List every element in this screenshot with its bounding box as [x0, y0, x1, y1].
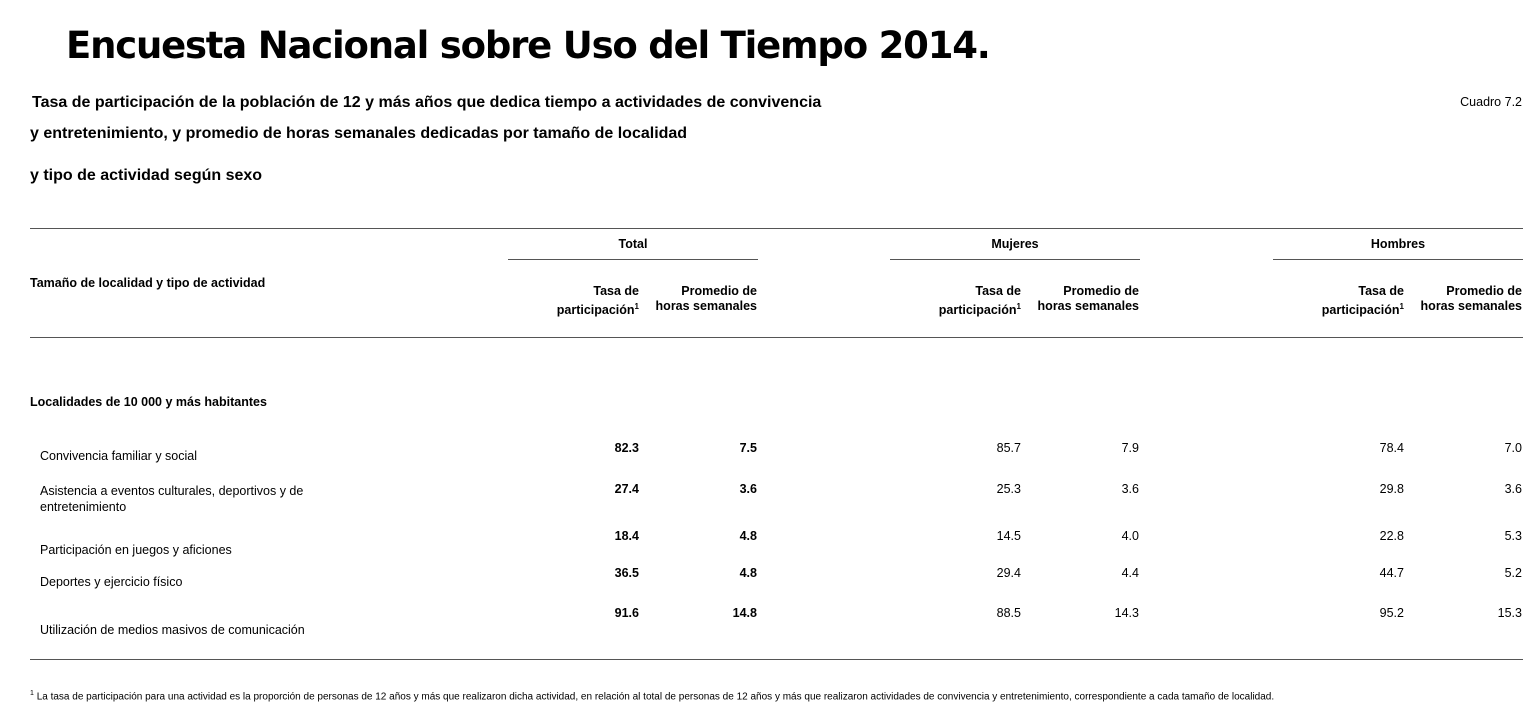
col-header-tasa-line2-wrap: participación1 — [540, 299, 639, 318]
row-label: Participación en juegos y aficiones — [40, 543, 232, 557]
cell-hombres-promedio: 7.0 — [1504, 441, 1522, 455]
cell-total-tasa: 36.5 — [614, 566, 639, 580]
cell-mujeres-promedio: 14.3 — [1114, 606, 1139, 620]
group-rule-mujeres — [890, 259, 1140, 260]
row-label: Asistencia a eventos culturales, deporti… — [40, 484, 304, 514]
col-header-promedio-line1: Promedio de — [1446, 284, 1522, 298]
footnote-ref: 1 — [1399, 302, 1404, 311]
footnote-text: La tasa de participación para una activi… — [36, 691, 1275, 703]
footnote-ref: 1 — [634, 302, 639, 311]
col-header-tasa-line1: Tasa de — [1358, 284, 1404, 298]
cell-hombres-tasa: 29.8 — [1379, 482, 1404, 496]
group-rule-hombres — [1273, 259, 1523, 260]
table-subtitle-line-3: y tipo de actividad según sexo — [30, 167, 263, 184]
group-header-mujeres: Mujeres — [991, 237, 1039, 251]
cell-total-promedio: 7.5 — [739, 441, 757, 455]
footnote-mark: 1 — [30, 690, 34, 697]
row-label: Deportes y ejercicio físico — [40, 575, 183, 589]
cell-mujeres-promedio: 7.9 — [1121, 441, 1139, 455]
col-header-tasa-line1: Tasa de — [593, 284, 639, 298]
row-label: Utilización de medios masivos de comunic… — [40, 623, 305, 637]
col-header-tasa-hombres: Tasa de participación1 — [1305, 284, 1404, 318]
table-header-rule — [30, 337, 1523, 338]
col-header-promedio-hombres: Promedio de horas semanales — [1405, 284, 1522, 314]
group-header-total: Total — [618, 237, 648, 251]
cell-hombres-promedio: 15.3 — [1497, 606, 1522, 620]
section-heading: Localidades de 10 000 y más habitantes — [30, 395, 267, 409]
col-header-tasa-total: Tasa de participación1 — [540, 284, 639, 318]
col-header-tasa-mujeres: Tasa de participación1 — [922, 284, 1021, 318]
cell-mujeres-tasa: 88.5 — [996, 606, 1021, 620]
cell-total-tasa: 18.4 — [614, 529, 639, 543]
cell-hombres-tasa: 78.4 — [1379, 441, 1404, 455]
table-bottom-rule — [30, 659, 1523, 660]
cell-mujeres-promedio: 4.0 — [1121, 529, 1139, 543]
col-header-promedio-mujeres: Promedio de horas semanales — [1022, 284, 1139, 314]
cell-hombres-promedio: 5.2 — [1504, 566, 1522, 580]
row-header-label: Tamaño de localidad y tipo de actividad — [30, 276, 266, 290]
col-header-tasa-line2-wrap: participación1 — [1305, 299, 1404, 318]
row-label: Convivencia familiar y social — [40, 449, 198, 463]
cell-total-tasa: 91.6 — [614, 606, 639, 620]
group-header-hombres: Hombres — [1370, 237, 1426, 251]
cell-hombres-promedio: 5.3 — [1504, 529, 1522, 543]
col-header-promedio-total: Promedio de horas semanales — [640, 284, 757, 314]
cell-mujeres-promedio: 3.6 — [1121, 482, 1139, 496]
col-header-tasa-line2: participación — [556, 303, 635, 318]
cell-total-tasa: 82.3 — [614, 441, 639, 455]
table-top-rule — [30, 228, 1523, 229]
col-header-tasa-line2: participación — [938, 303, 1017, 318]
cell-hombres-tasa: 44.7 — [1379, 566, 1404, 580]
cell-mujeres-tasa: 29.4 — [996, 566, 1021, 580]
cell-total-promedio: 3.6 — [739, 482, 757, 496]
cell-total-promedio: 14.8 — [732, 606, 757, 620]
col-header-tasa-line1: Tasa de — [975, 284, 1021, 298]
cell-total-tasa: 27.4 — [614, 482, 639, 496]
col-header-promedio-line2: horas semanales — [655, 299, 757, 313]
cell-mujeres-tasa: 14.5 — [996, 529, 1021, 543]
cell-total-promedio: 4.8 — [739, 529, 757, 543]
cell-mujeres-tasa: 25.3 — [996, 482, 1021, 496]
table-subtitle-line-2: y entretenimiento, y promedio de horas s… — [30, 125, 688, 142]
col-header-promedio-line1: Promedio de — [681, 284, 757, 298]
col-header-promedio-line2: horas semanales — [1037, 299, 1139, 313]
col-header-tasa-line2-wrap: participación1 — [922, 299, 1021, 318]
cell-hombres-promedio: 3.6 — [1504, 482, 1522, 496]
col-header-promedio-line2: horas semanales — [1420, 299, 1522, 313]
footnote-ref: 1 — [1016, 302, 1021, 311]
cell-hombres-tasa: 95.2 — [1379, 606, 1404, 620]
cell-total-promedio: 4.8 — [739, 566, 757, 580]
page-title: Encuesta Nacional sobre Uso del Tiempo 2… — [66, 24, 991, 67]
cell-hombres-tasa: 22.8 — [1379, 529, 1404, 543]
table-subtitle-line-1: Tasa de participación de la población de… — [32, 94, 822, 111]
footnote: 1 La tasa de participación para una acti… — [30, 690, 1274, 702]
col-header-tasa-line2: participación — [1321, 303, 1400, 318]
table-number: Cuadro 7.2 — [1460, 95, 1522, 109]
group-rule-total — [508, 259, 758, 260]
col-header-promedio-line1: Promedio de — [1063, 284, 1139, 298]
cell-mujeres-promedio: 4.4 — [1121, 566, 1139, 580]
cell-mujeres-tasa: 85.7 — [996, 441, 1021, 455]
